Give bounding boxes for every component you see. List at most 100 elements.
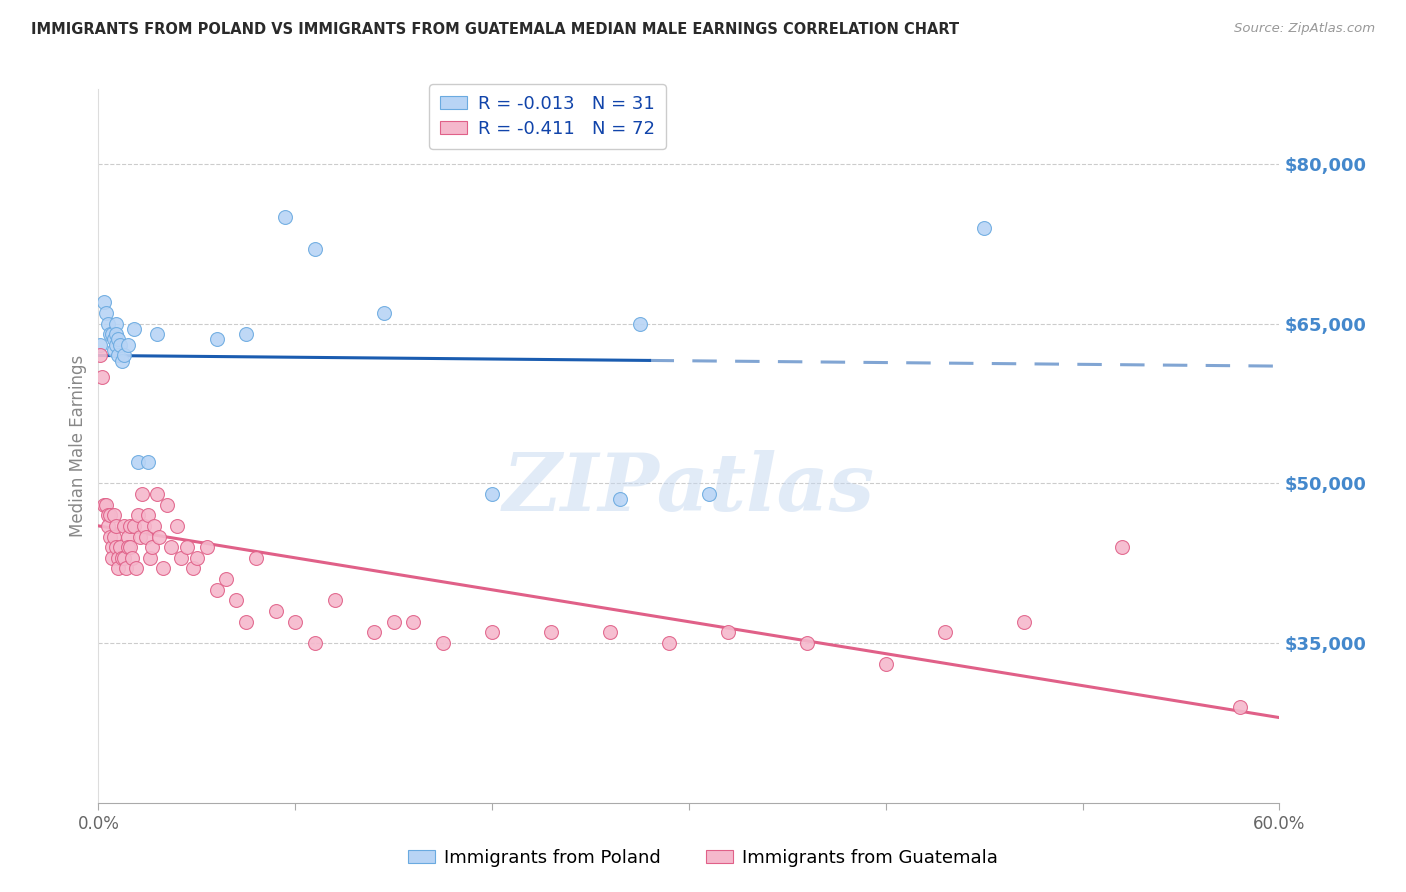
Point (235, 615, 257, 629)
Point (105, 327, 128, 342)
Point (160, 540, 183, 554)
Point (373, 306, 395, 320)
Point (107, 561, 129, 575)
Point (1012, 615, 1035, 629)
Point (875, 657, 897, 672)
Point (117, 338, 139, 352)
Point (186, 550, 208, 565)
Point (215, 572, 238, 586)
Point (132, 519, 155, 533)
Point (1229, 700, 1251, 714)
Point (142, 519, 165, 533)
Point (103, 508, 125, 523)
Point (122, 519, 145, 533)
Point (304, 636, 326, 650)
Point (118, 540, 141, 554)
Point (481, 625, 503, 640)
Point (101, 550, 124, 565)
Point (599, 625, 621, 640)
Point (717, 625, 740, 640)
Point (796, 636, 818, 650)
Point (97, 317, 120, 331)
Point (697, 487, 720, 501)
Point (103, 343, 125, 358)
Point (225, 593, 247, 607)
Point (934, 625, 956, 640)
Point (93, 498, 115, 512)
Point (93, 295, 115, 310)
Point (274, 210, 297, 224)
Point (112, 349, 135, 363)
Point (101, 540, 124, 554)
Point (115, 561, 138, 575)
Point (658, 636, 681, 650)
Point (382, 615, 405, 629)
Point (101, 327, 124, 342)
Point (89, 338, 111, 352)
Point (146, 487, 169, 501)
Point (97, 508, 120, 523)
Point (170, 550, 193, 565)
Text: IMMIGRANTS FROM POLAND VS IMMIGRANTS FROM GUATEMALA MEDIAN MALE EARNINGS CORRELA: IMMIGRANTS FROM POLAND VS IMMIGRANTS FRO… (31, 22, 959, 37)
Legend: Immigrants from Poland, Immigrants from Guatemala: Immigrants from Poland, Immigrants from … (401, 842, 1005, 874)
Point (1111, 540, 1133, 554)
Point (117, 540, 139, 554)
Point (609, 492, 631, 507)
Point (628, 317, 651, 331)
Point (96, 498, 118, 512)
Point (91, 369, 114, 384)
Point (122, 322, 145, 336)
Point (138, 550, 160, 565)
Point (146, 327, 169, 342)
Point (481, 487, 503, 501)
Point (148, 529, 170, 543)
Point (98, 327, 121, 342)
Point (205, 582, 228, 597)
Point (105, 338, 128, 352)
Point (135, 529, 157, 543)
Point (235, 327, 257, 342)
Point (245, 550, 267, 565)
Text: ZIPatlas: ZIPatlas (503, 450, 875, 527)
Point (97, 519, 120, 533)
Point (136, 455, 159, 469)
Point (112, 550, 135, 565)
Point (98, 529, 121, 543)
Legend: R = -0.013   N = 31, R = -0.411   N = 72: R = -0.013 N = 31, R = -0.411 N = 72 (429, 84, 665, 149)
Point (96, 306, 118, 320)
Point (108, 338, 131, 352)
Point (141, 540, 163, 554)
Point (121, 550, 143, 565)
Point (107, 349, 129, 363)
Point (105, 519, 128, 533)
Point (118, 519, 141, 533)
Point (973, 220, 995, 235)
Point (105, 317, 128, 331)
Point (152, 561, 174, 575)
Point (323, 593, 346, 607)
Point (111, 353, 134, 368)
Point (107, 550, 129, 565)
Point (284, 615, 307, 629)
Point (103, 529, 125, 543)
Y-axis label: Median Male Earnings: Median Male Earnings (69, 355, 87, 537)
Point (127, 508, 149, 523)
Point (89, 349, 111, 363)
Point (105, 540, 128, 554)
Point (131, 487, 153, 501)
Point (112, 519, 135, 533)
Point (540, 625, 562, 640)
Point (117, 529, 139, 543)
Text: Source: ZipAtlas.com: Source: ZipAtlas.com (1234, 22, 1375, 36)
Point (166, 519, 188, 533)
Point (363, 625, 385, 640)
Point (103, 333, 125, 347)
Point (128, 529, 150, 543)
Point (156, 498, 179, 512)
Point (264, 604, 287, 618)
Point (127, 455, 149, 469)
Point (304, 242, 326, 256)
Point (108, 540, 131, 554)
Point (98, 508, 121, 523)
Point (181, 561, 204, 575)
